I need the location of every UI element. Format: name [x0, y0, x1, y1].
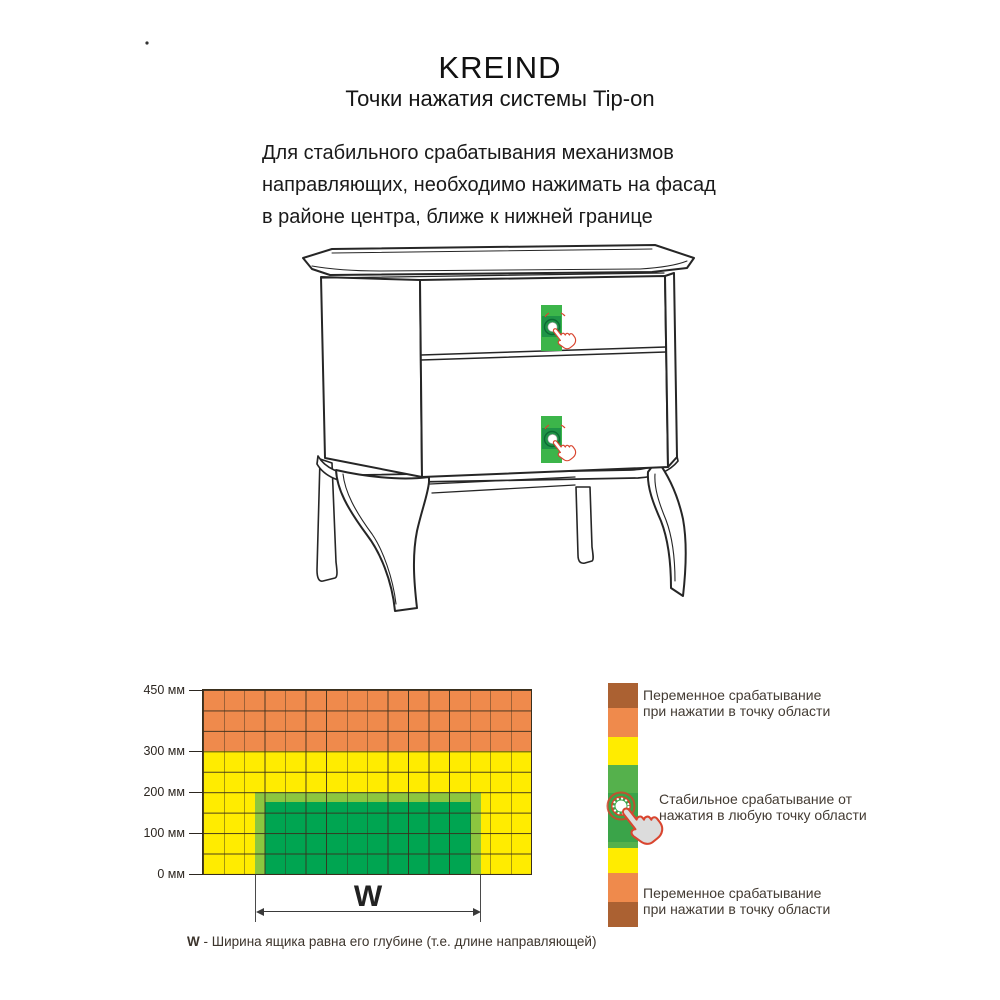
- legend-line: Переменное срабатывание: [643, 687, 822, 703]
- arrow-head-left-icon: [256, 908, 264, 916]
- tick-dash: [189, 873, 203, 875]
- ytick-label: 100 мм: [143, 826, 185, 840]
- underframe-rear-rail: [429, 476, 576, 494]
- caption-term: W: [187, 934, 200, 949]
- stray-dot: [145, 41, 149, 45]
- press-dot-icon: [547, 434, 558, 444]
- front-right-leg: [646, 459, 687, 597]
- press-point-indicator-bottom: [541, 416, 579, 465]
- arrow-head-right-icon: [473, 908, 481, 916]
- ytick-label: 0 мм: [157, 867, 185, 881]
- legend-seg-green: [608, 765, 638, 848]
- front-left-leg-contour: [342, 473, 397, 605]
- w-dimension-arrow: [262, 911, 474, 912]
- legend-seg-yellow-top: [608, 737, 638, 765]
- ytick-100: 100 мм: [143, 825, 203, 841]
- legend-entry-variable-bottom: Переменное срабатывание при нажатии в то…: [643, 885, 831, 917]
- lid-inner-line: [331, 248, 653, 254]
- legend-seg-yellow-bottom: [608, 848, 638, 873]
- legend-line: Переменное срабатывание: [643, 885, 822, 901]
- tick-dash: [189, 791, 203, 793]
- tick-dash: [189, 832, 203, 834]
- tap-hand-icon: [549, 321, 579, 353]
- press-ring-icon: [543, 430, 561, 448]
- legend-color-strip: [608, 683, 638, 927]
- ytick-0: 0 мм: [157, 866, 203, 882]
- press-strip: [541, 305, 562, 351]
- legend-seg-green-core: [608, 793, 638, 842]
- w-extension-line-right: [480, 875, 481, 922]
- legend-line: при нажатии в точку области: [643, 702, 831, 719]
- lid-molding-line: [311, 260, 688, 272]
- under-lid-line: [320, 272, 665, 279]
- drawer-fronts: [419, 275, 669, 478]
- press-zone-chart: [202, 689, 532, 875]
- legend-entry-variable-top: Переменное срабатывание при нажатии в то…: [643, 687, 831, 719]
- press-dot-icon: [547, 322, 558, 332]
- press-square: [542, 316, 561, 337]
- grid-lines: [203, 690, 531, 874]
- legend-seg-orange-bottom: [608, 873, 638, 902]
- ytick-label: 450 мм: [143, 683, 185, 697]
- side-panel: [320, 276, 423, 478]
- legend-seg-brown-top: [608, 683, 638, 708]
- press-spark-icon: [544, 424, 566, 430]
- press-strip: [541, 416, 562, 463]
- press-square: [542, 428, 561, 449]
- ytick-label: 200 мм: [143, 785, 185, 799]
- top-lid: [302, 244, 695, 276]
- press-point-indicator-top: [541, 305, 579, 353]
- ytick-300: 300 мм: [143, 743, 203, 759]
- legend-line: при нажатии в точку области: [643, 900, 831, 917]
- tick-dash: [189, 689, 203, 691]
- legend-seg-orange-top: [608, 708, 638, 737]
- right-edge: [664, 272, 678, 468]
- tap-hand-icon: [549, 433, 579, 465]
- chart-caption: W - Ширина ящика равна его глубине (т.е.…: [187, 934, 596, 949]
- front-right-leg-contour: [654, 473, 676, 582]
- front-left-leg: [335, 469, 430, 612]
- brand-title: KREIND: [438, 50, 562, 85]
- drawer-gap-line: [420, 346, 667, 361]
- intro-paragraph: Для стабильного срабатывания механизмов …: [262, 137, 716, 233]
- page-subtitle: Точки нажатия системы Tip-on: [345, 86, 655, 111]
- ytick-200: 200 мм: [143, 784, 203, 800]
- legend-line: Стабильное срабатывание от: [659, 791, 853, 807]
- legend-seg-brown-bottom: [608, 902, 638, 927]
- legend-entry-stable: Стабильное срабатывание от нажатия в люб…: [659, 791, 867, 823]
- ytick-450: 450 мм: [143, 682, 203, 698]
- tick-dash: [189, 750, 203, 752]
- press-spark-icon: [544, 312, 566, 318]
- ytick-label: 300 мм: [143, 744, 185, 758]
- press-ring-icon: [543, 318, 561, 336]
- intro-line-1: Для стабильного срабатывания механизмов: [262, 142, 674, 164]
- rear-right-leg: [575, 486, 594, 565]
- legend-line: нажатия в любую точку области: [659, 806, 867, 823]
- intro-line-3: в районе центра, ближе к нижней границе: [262, 206, 653, 228]
- underframe-rail: [316, 451, 679, 484]
- rear-left-leg: [316, 458, 338, 582]
- w-extension-line-left: [255, 875, 256, 922]
- caption-text: - Ширина ящика равна его глубине (т.е. д…: [199, 934, 597, 949]
- w-dimension-label: W: [353, 880, 383, 913]
- intro-line-2: направляющих, необходимо нажимать на фас…: [262, 174, 716, 196]
